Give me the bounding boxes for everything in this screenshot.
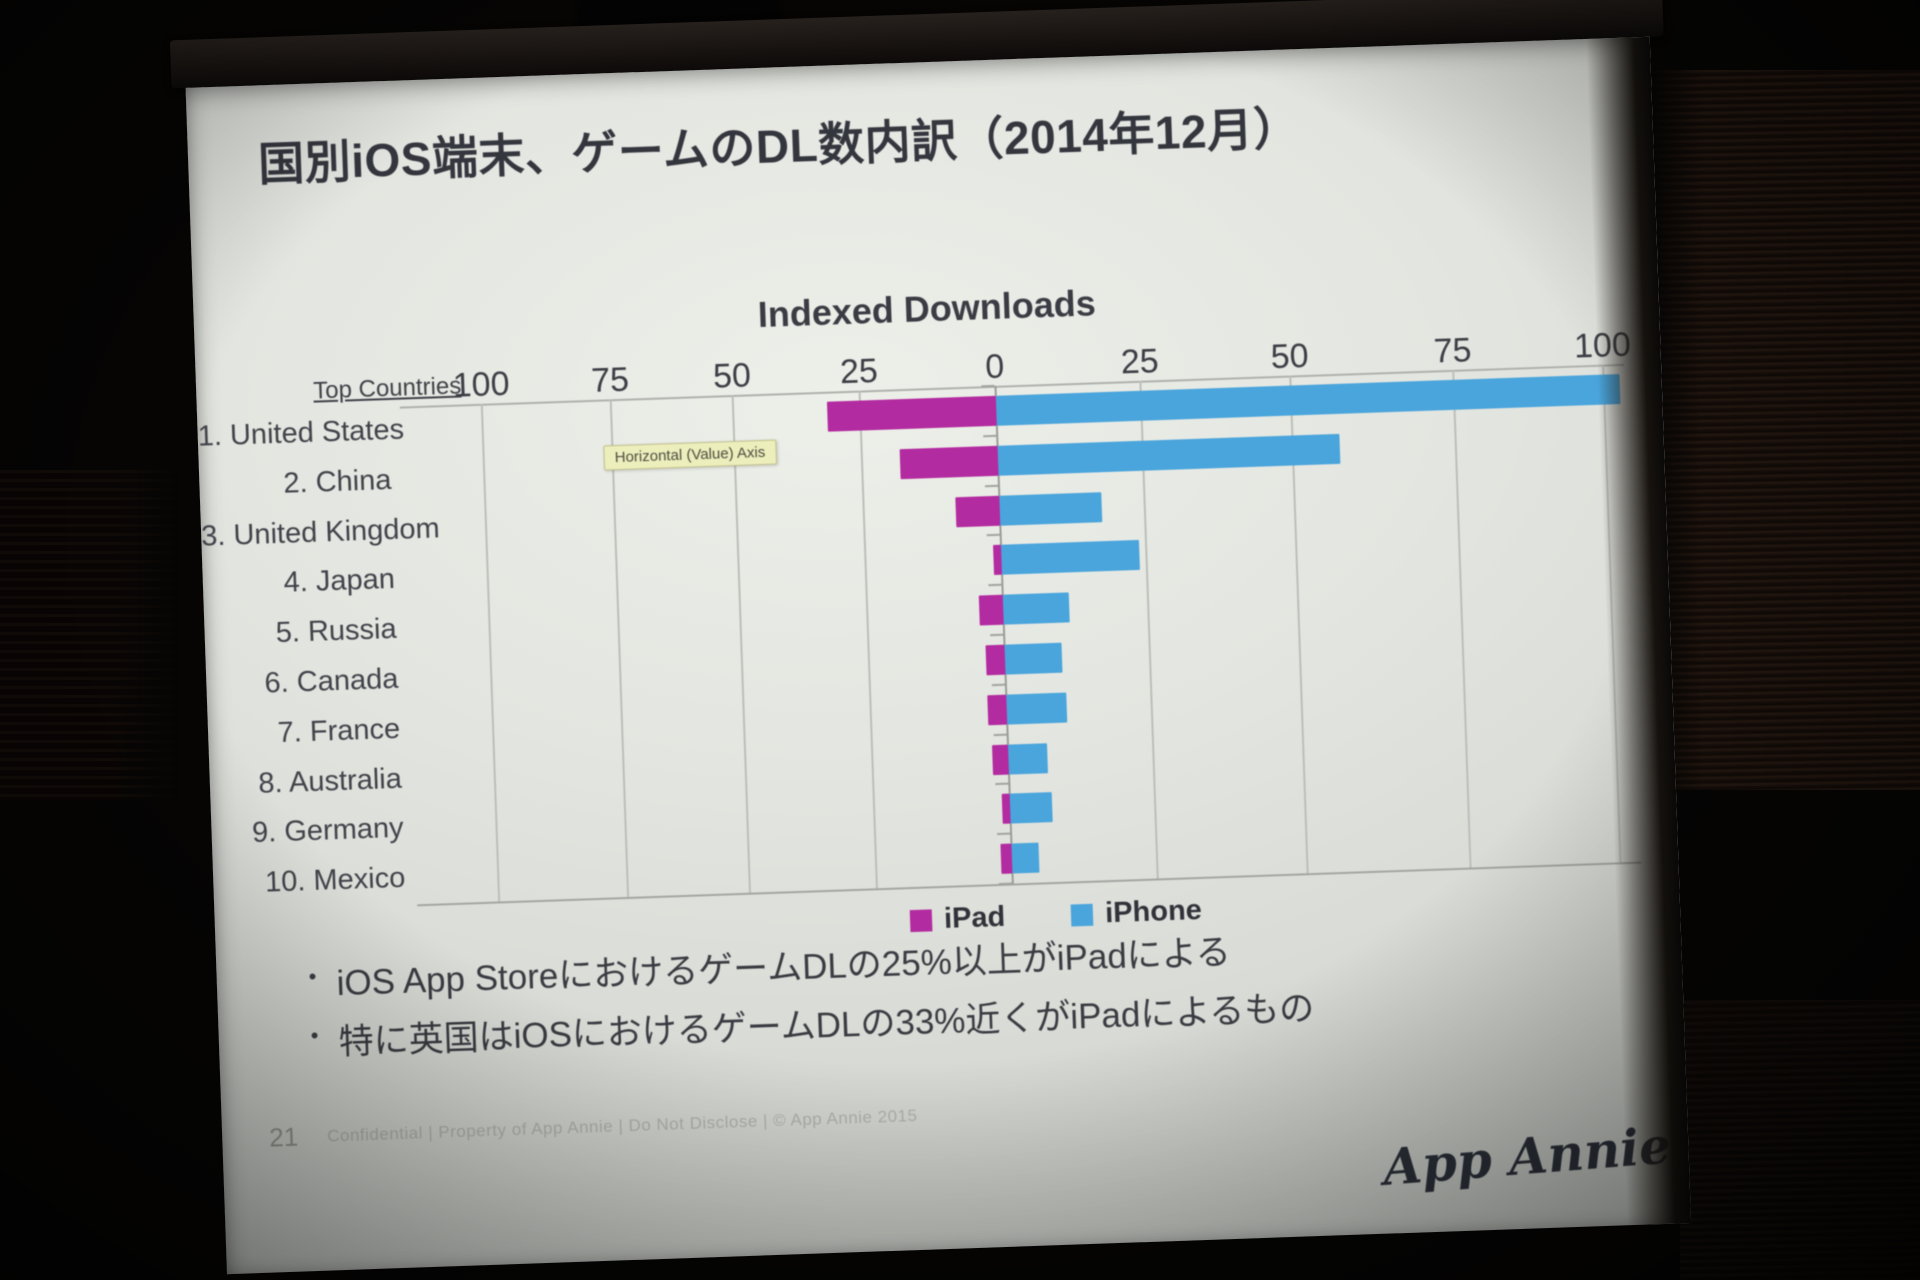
axis-row-tick	[986, 534, 1000, 537]
country-label: 8. Australia	[257, 762, 403, 800]
gridline	[731, 394, 752, 893]
country-label: 7. France	[277, 712, 401, 749]
window-blinds-right-lower	[1680, 1000, 1920, 1280]
gridline	[858, 390, 878, 889]
axis-tick-label: 75	[1432, 331, 1473, 371]
window-blinds-right	[1650, 70, 1920, 790]
axis-row-tick	[993, 733, 1007, 736]
ipad-bar	[827, 395, 997, 432]
top-countries-label: Top Countries	[312, 372, 462, 405]
legend-ipad-swatch	[909, 908, 933, 932]
bullet-dot: •	[310, 1022, 319, 1049]
chart-title: Indexed Downloads	[757, 282, 1097, 336]
iphone-bar	[1009, 792, 1053, 824]
slide: 国別iOS端末、ゲームのDL数内訳（2014年12月） Indexed Down…	[186, 37, 1692, 1274]
country-label: 3. United Kingdom	[200, 511, 441, 553]
window-blinds-left	[0, 470, 178, 800]
axis-tooltip: Horizontal (Value) Axis	[603, 439, 777, 471]
footer-text: Confidential | Property of App Annie | D…	[326, 1106, 918, 1146]
bullet-dot: •	[308, 963, 317, 990]
iphone-bar	[999, 491, 1103, 526]
slide-title: 国別iOS端末、ゲームのDL数内訳（2014年12月）	[257, 102, 1301, 191]
axis-tick-label: 25	[839, 351, 879, 392]
country-label: 6. Canada	[264, 662, 399, 700]
bullet-list: • iOS App StoreにおけるゲームDLの25%以上がiPadによる •…	[308, 921, 1315, 1074]
iphone-bar	[1001, 540, 1140, 576]
projection-screen: 国別iOS端末、ゲームのDL数内訳（2014年12月） Indexed Down…	[169, 0, 1692, 1275]
axis-row-tick	[997, 832, 1011, 836]
country-label: 4. Japan	[283, 563, 396, 600]
country-label: 2. China	[282, 463, 392, 500]
axis-tick-label: 50	[712, 356, 752, 396]
page-number: 21	[268, 1121, 299, 1153]
ipad-bar	[985, 644, 1006, 676]
ipad-bar	[955, 495, 1001, 527]
legend-iphone-swatch	[1070, 903, 1094, 926]
axis-row-tick	[995, 783, 1009, 786]
country-label: 9. Germany	[251, 812, 405, 850]
ipad-bar	[978, 594, 1004, 626]
country-label: 10. Mexico	[264, 861, 406, 899]
iphone-bar	[997, 433, 1341, 476]
axis-row-tick	[984, 484, 998, 487]
gridline	[609, 399, 630, 897]
ipad-bar	[987, 694, 1008, 725]
axis-tick-label: 50	[1270, 336, 1310, 377]
ipad-bar	[899, 445, 999, 479]
axis-row-tick	[991, 683, 1005, 686]
axis-row-tick	[983, 434, 997, 438]
legend-ipad-label: iPad	[943, 900, 1006, 935]
axis-tick-label: 0	[984, 347, 1005, 387]
iphone-bar	[1004, 642, 1063, 675]
axis-row-tick	[990, 633, 1004, 637]
iphone-bar	[1002, 592, 1070, 625]
iphone-bar	[1011, 842, 1040, 874]
iphone-bar	[1006, 692, 1068, 725]
screen-surface: 国別iOS端末、ゲームのDL数内訳（2014年12月） Indexed Down…	[185, 36, 1692, 1275]
iphone-bar	[1007, 742, 1048, 775]
axis-tick-label: 75	[590, 360, 630, 400]
axis-tick-label: 25	[1120, 342, 1160, 382]
axis-row-tick	[988, 583, 1002, 587]
country-label: 1. United States	[197, 413, 405, 453]
axis-tick-label: 100	[452, 364, 511, 405]
country-label: 5. Russia	[275, 612, 398, 650]
gridline	[1452, 369, 1472, 868]
gridline	[480, 403, 501, 902]
ipad-bar	[991, 744, 1010, 775]
